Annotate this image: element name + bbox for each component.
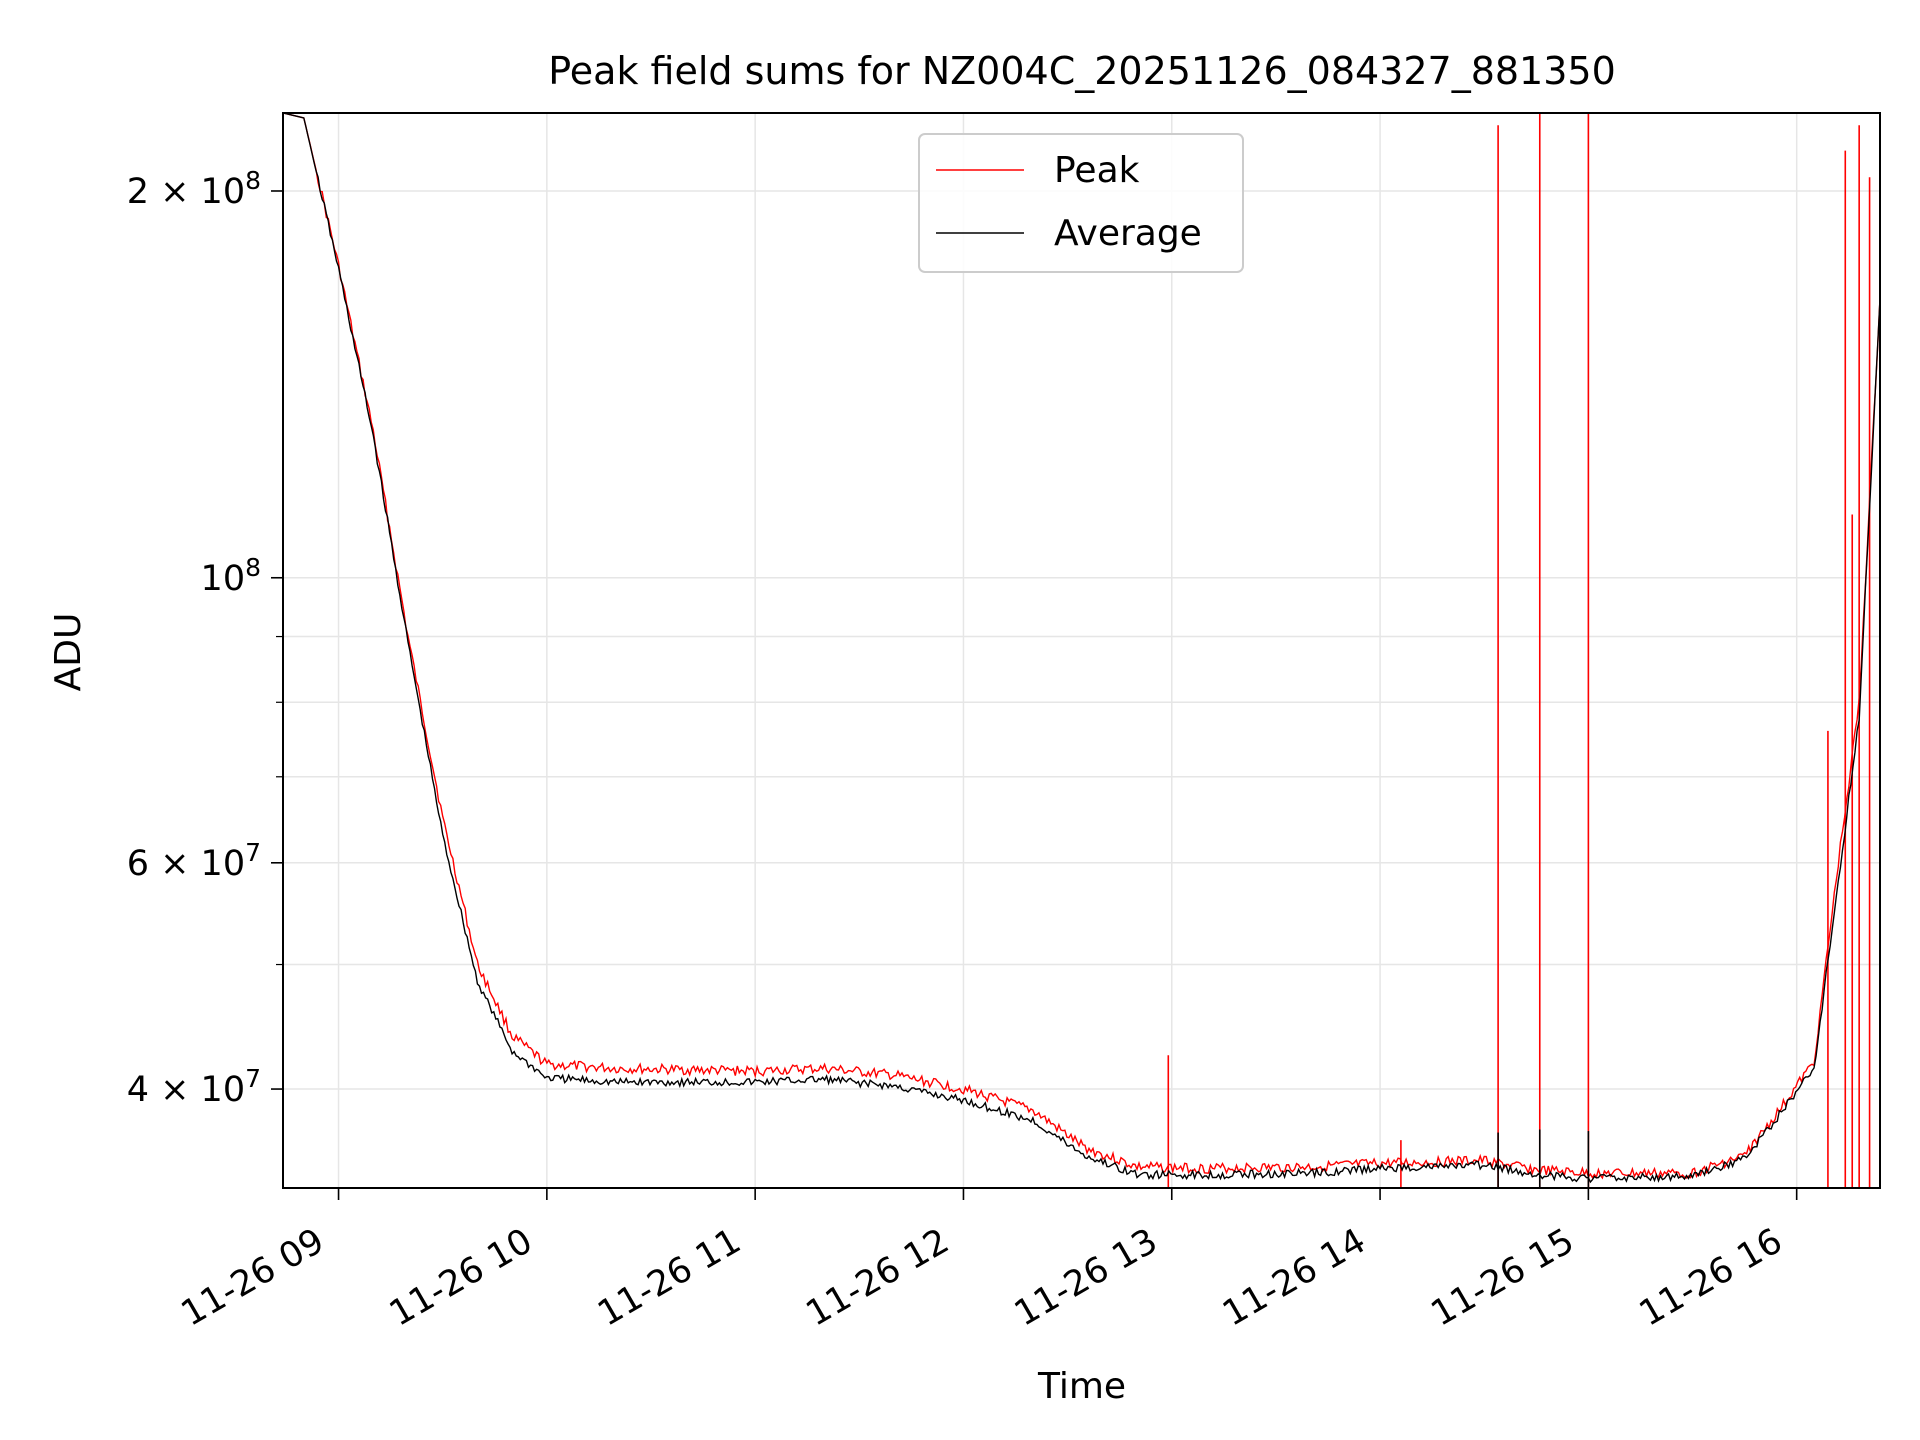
series-line-average	[283, 113, 1880, 1184]
y-tick-label: 6 × 107	[127, 838, 261, 884]
x-axis-label: Time	[1037, 1366, 1126, 1407]
axes-frame	[282, 112, 1881, 1189]
y-tick-label: 4 × 107	[127, 1064, 261, 1110]
legend: Peak Average	[918, 133, 1244, 273]
y-axis-label: ADU	[48, 613, 89, 692]
legend-label-average: Average	[1054, 213, 1202, 254]
legend-label-peak: Peak	[1054, 150, 1140, 191]
y-tick-label: 2 × 108	[127, 166, 261, 212]
chart-title: Peak field sums for NZ004C_20251126_0843…	[548, 49, 1616, 93]
grid	[283, 113, 1880, 1188]
legend-box	[918, 133, 1244, 273]
plot-series	[283, 113, 1880, 1188]
